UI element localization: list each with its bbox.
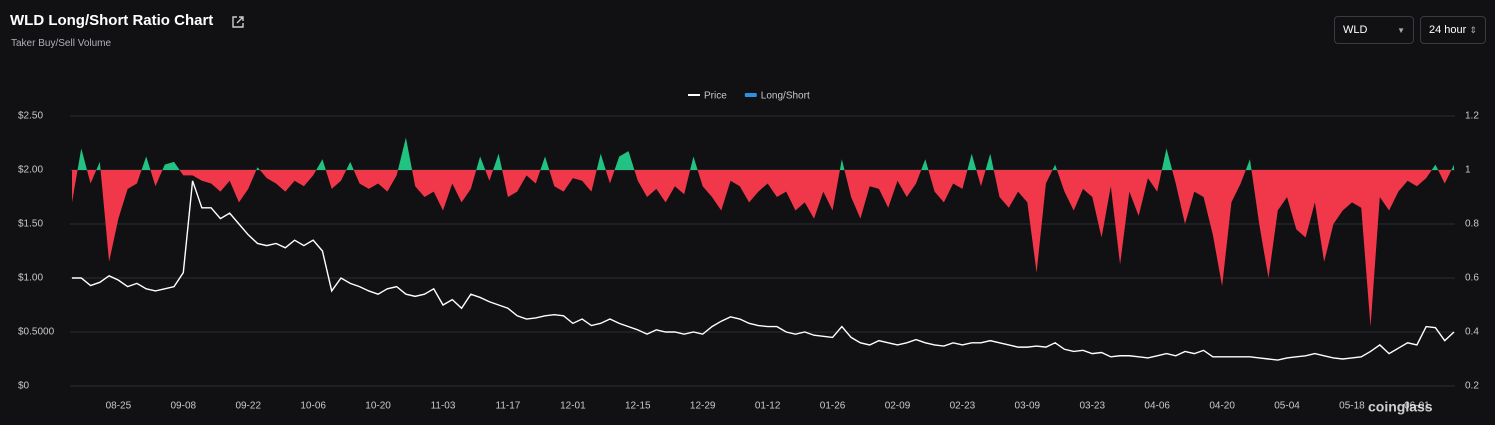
y2-tick-label: 1 xyxy=(1465,165,1471,176)
y-tick-label: $0 xyxy=(18,381,30,392)
x-tick-label: 09-22 xyxy=(235,401,261,412)
x-tick-label: 09-08 xyxy=(171,401,197,412)
price-line xyxy=(72,180,1455,361)
legend-swatch xyxy=(744,93,757,97)
x-tick-label: 10-20 xyxy=(365,401,391,412)
x-tick-label: 04-06 xyxy=(1144,401,1170,412)
y-tick-label: $0.5000 xyxy=(18,327,55,338)
x-tick-label: 12-01 xyxy=(560,401,586,412)
x-tick-label: 05-18 xyxy=(1339,401,1365,412)
y2-tick-label: 0.2 xyxy=(1465,381,1479,392)
legend-label: Price xyxy=(704,91,727,102)
y-tick-label: $1.00 xyxy=(18,273,43,284)
x-tick-label: 06-01 xyxy=(1404,401,1430,412)
x-tick-label: 05-04 xyxy=(1274,401,1300,412)
legend-label: Long/Short xyxy=(761,91,810,102)
x-tick-label: 08-25 xyxy=(106,401,132,412)
symbol-value: WLD xyxy=(1343,24,1368,36)
x-tick-label: 11-03 xyxy=(431,401,456,412)
x-tick-label: 04-20 xyxy=(1209,401,1235,412)
y2-tick-label: 0.8 xyxy=(1465,219,1479,230)
interval-select[interactable]: 24 hour ⇕ xyxy=(1420,16,1486,44)
y-tick-label: $2.00 xyxy=(18,165,43,176)
x-tick-label: 01-12 xyxy=(755,401,781,412)
x-tick-label: 02-09 xyxy=(885,401,911,412)
x-tick-label: 02-23 xyxy=(950,401,976,412)
x-tick-label: 03-23 xyxy=(1079,401,1105,412)
chart-subtitle: Taker Buy/Sell Volume xyxy=(11,38,112,49)
x-tick-label: 12-29 xyxy=(690,401,716,412)
y-tick-label: $1.50 xyxy=(18,219,43,230)
long-short-area xyxy=(72,137,1454,327)
interval-value: 24 hour xyxy=(1429,24,1467,36)
x-tick-label: 01-26 xyxy=(820,401,846,412)
watermark: coinglass xyxy=(1368,399,1433,415)
symbol-select[interactable]: WLD ▼ xyxy=(1334,16,1414,44)
x-tick-label: 12-15 xyxy=(625,401,651,412)
x-tick-label: 03-09 xyxy=(1015,401,1041,412)
y-tick-label: $2.50 xyxy=(18,111,43,122)
y2-tick-label: 0.6 xyxy=(1465,273,1479,284)
y2-tick-label: 1.2 xyxy=(1465,111,1479,122)
x-tick-label: 10-06 xyxy=(300,401,326,412)
external-link-icon[interactable] xyxy=(231,15,245,29)
x-tick-label: 11-17 xyxy=(496,401,521,412)
y2-tick-label: 0.4 xyxy=(1465,327,1479,338)
chart-title: WLD Long/Short Ratio Chart xyxy=(10,12,214,29)
